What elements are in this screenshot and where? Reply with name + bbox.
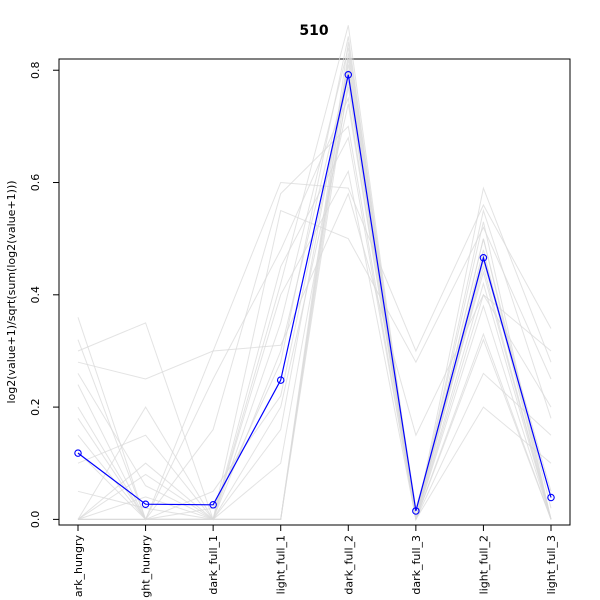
highlight-series-group: [74, 70, 555, 515]
y-tick-label-2: 0.4: [29, 286, 42, 304]
highlight-series-line: [77, 74, 552, 512]
background-series-line-14: [77, 169, 552, 520]
highlight-point-3: [276, 376, 285, 384]
background-series-line-17: [78, 103, 552, 521]
y-tick-label-0: 0.0: [29, 511, 42, 529]
highlight-point-5: [412, 507, 420, 515]
background-series-line-12: [77, 70, 552, 521]
y-tick-label-3: 0.6: [29, 174, 42, 192]
x-tick-label-1: ght_hungry: [140, 535, 153, 598]
highlight-point-2: [209, 501, 217, 509]
chart-title: 510: [299, 23, 328, 39]
x-tick-label-0: ark_hungry: [72, 535, 85, 598]
x-tick-label-3: light_full_1: [275, 535, 288, 594]
background-series-line-13: [77, 75, 552, 520]
x-tick-label-6: light_full_2: [477, 535, 490, 594]
highlight-point-1: [141, 500, 150, 508]
background-series-group: [77, 25, 552, 522]
y-tick-label-1: 0.2: [29, 398, 42, 416]
x-tick-label-4: dark_full_2: [342, 535, 355, 595]
highlight-point-7: [547, 493, 555, 502]
highlight-point-6: [479, 254, 488, 262]
background-series-line-10: [78, 96, 552, 520]
y-axis-label: log2(value+1)/sqrt(sum(log2(value+1))): [5, 180, 18, 403]
background-series-line-2: [77, 192, 552, 521]
background-series-line-4: [77, 81, 552, 520]
background-series-line-18: [77, 36, 552, 520]
y-tick-label-4: 0.8: [29, 61, 42, 79]
background-series-line-19: [77, 136, 552, 521]
background-series-line-16: [77, 87, 552, 522]
y-axis: 0.0 0.2 0.4 0.6 0.8: [29, 61, 60, 529]
background-series-line-15: [78, 53, 552, 520]
x-tick-label-5: dark_full_3: [410, 535, 423, 595]
highlight-point-0: [74, 449, 82, 457]
x-axis: ark_hungry ght_hungry dark_full_1 light_ful…: [72, 524, 558, 598]
highlight-point-4: [344, 70, 353, 79]
background-series-line-8: [77, 25, 552, 521]
x-tick-label-2: dark_full_1: [207, 535, 220, 595]
x-tick-label-7: light_full_3: [545, 535, 558, 594]
